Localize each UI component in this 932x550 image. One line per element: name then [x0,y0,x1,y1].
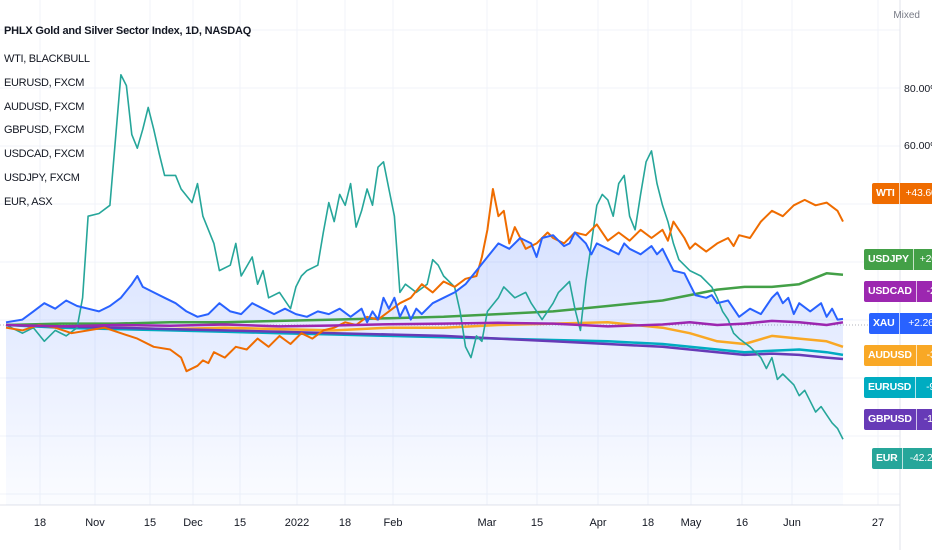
x-tick-label: Apr [589,517,606,529]
tag-symbol: USDCAD [864,281,917,302]
tag-value: +20.06% [919,253,932,265]
x-tick-label: Feb [384,517,403,529]
series-lines [5,74,844,440]
tag-symbol: GBPUSD [864,409,917,430]
x-tick-label: Mar [478,517,497,529]
last-value-tag-eur: EUR -42.27% [872,448,932,469]
chart-title: PHLX Gold and Silver Sector Index, 1D, N… [4,25,252,37]
tag-value: -42.27% [909,452,932,464]
x-tick-label: May [681,517,702,529]
last-value-tag-eurusd: EURUSD -9.97% [864,377,932,398]
x-tick-label: 16 [736,517,748,529]
legend-item[interactable]: AUDUSD, FXCM [4,100,85,113]
xau-area [6,232,843,505]
series-line-xau[interactable] [5,231,844,324]
last-value-tag-wti: WTI +43.60% [872,183,932,204]
legend-item[interactable]: WTI, BLACKBULL [4,53,90,65]
tag-value: +43.60% [905,187,932,199]
y-axis: 80.00% 60.00% [904,83,932,152]
x-tick-label: Jun [783,517,801,529]
legend-item[interactable]: USDCAD, FXCM [4,148,85,161]
tag-symbol: EURUSD [864,377,917,398]
x-axis: 18 Nov 15 Dec 15 2022 18 Feb Mar 15 Apr 18 May 16 Jun 2… [34,517,884,529]
legend-item[interactable]: GBPUSD, FXCM [4,124,85,137]
x-tick-label: 15 [234,517,246,529]
series-line-eur[interactable] [5,74,844,440]
legend: WTI, BLACKBULL EURUSD, FXCM AUDUSD, FXCM GB… [4,48,90,215]
series-line-usdjpy[interactable] [5,272,844,327]
x-tick-label: Dec [183,517,203,529]
x-tick-label: 18 [642,517,654,529]
last-value-tag-usdjpy: USDJPY +20.06% [864,249,932,270]
legend-item[interactable]: USDJPY, FXCM [4,171,80,184]
legend-item[interactable]: EURUSD, FXCM [4,76,85,89]
last-value-tag-gbpusd: GBPUSD -10.65% [864,409,932,430]
series-line-usdcad[interactable] [5,319,844,328]
tag-symbol: WTI [872,183,900,204]
tag-value: -3.95% [926,349,932,361]
series-line-gbpusd[interactable] [5,323,844,361]
xau-area-fill [6,232,843,505]
x-tick-label: 18 [34,517,46,529]
x-tick-label: Nov [85,517,105,529]
x-tick-label: 2022 [285,517,309,529]
last-value-tag-audusd: AUDUSD -3.95% [864,345,932,366]
last-value-tag-xau: XAU +2.26% [869,313,932,334]
last-value-tag-usdcad: USDCAD -2.46% [864,281,932,302]
tag-value: -10.65% [923,413,932,425]
y-tick-label: 60.00% [904,140,932,152]
tag-symbol: USDJPY [864,249,914,270]
legend-item[interactable]: EUR, ASX [4,195,53,208]
x-tick-label: 27 [872,517,884,529]
x-tick-label: 18 [339,517,351,529]
y-tick-label: 80.00% [904,83,932,95]
series-line-wti[interactable] [5,188,844,373]
x-tick-label: 15 [531,517,543,529]
x-tick-label: 15 [144,517,156,529]
tag-value: -2.46% [926,285,932,297]
tag-symbol: XAU [869,313,900,334]
tag-symbol: AUDUSD [864,345,917,366]
tag-value: -9.97% [926,381,932,393]
tag-value: +2.26% [908,317,932,329]
tag-symbol: EUR [872,448,903,469]
scale-mode-label[interactable]: Mixed [893,10,920,21]
